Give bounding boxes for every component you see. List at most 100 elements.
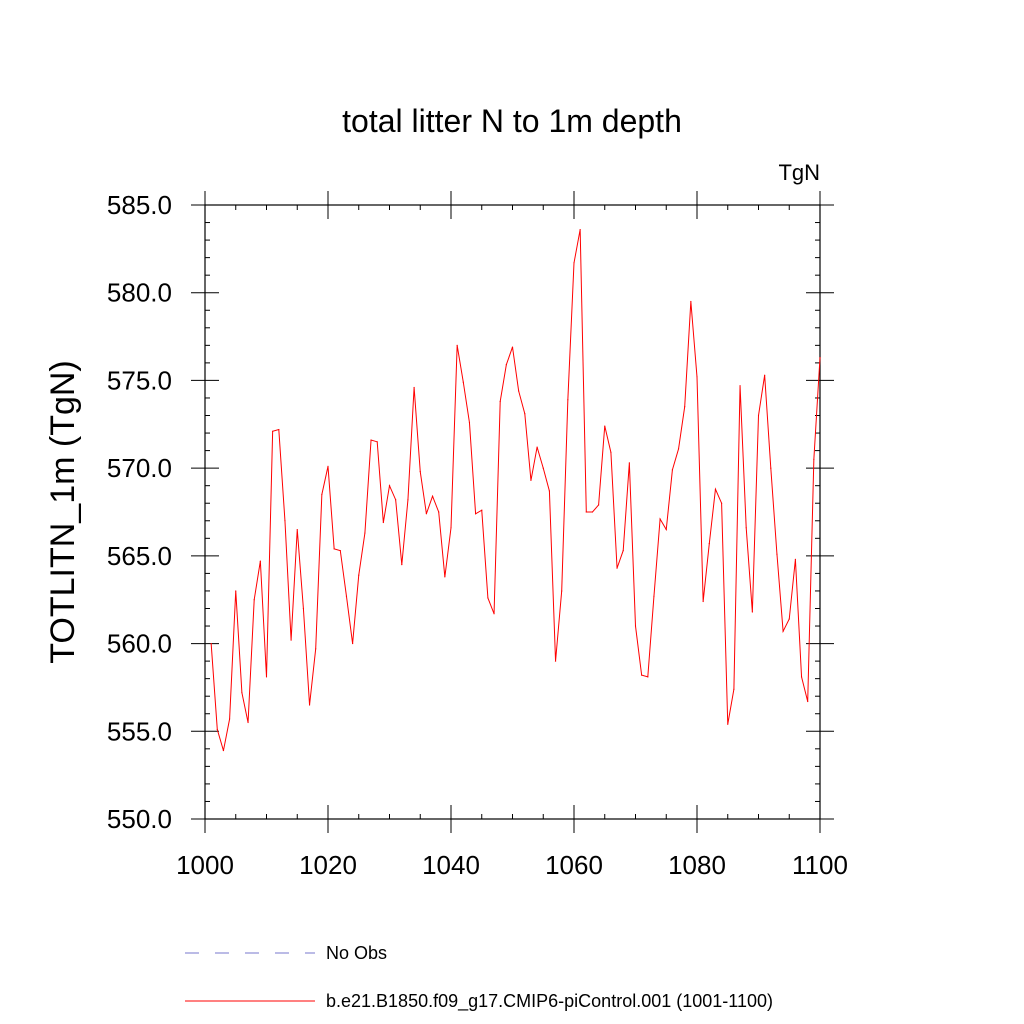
data-point (567, 399, 569, 401)
data-point (634, 625, 637, 627)
data-point (659, 518, 661, 520)
data-point (407, 499, 409, 501)
data-point (462, 381, 464, 383)
data-point (782, 630, 784, 632)
data-point (358, 574, 360, 576)
data-point (690, 300, 692, 303)
x-tick-label: 1000 (176, 850, 234, 880)
x-tick-label: 1040 (422, 850, 480, 880)
data-point (438, 511, 440, 513)
data-point (296, 528, 298, 531)
data-point (548, 490, 551, 492)
data-point (222, 749, 225, 752)
data-point (395, 499, 397, 501)
data-point (739, 385, 741, 387)
data-point (210, 642, 212, 645)
data-point (345, 595, 348, 597)
data-point (554, 660, 557, 662)
legend: No Obs b.e21.B1850.f09_g17.CMIP6-piContr… (185, 943, 773, 1012)
data-point (591, 511, 594, 513)
data-point (518, 390, 520, 392)
data-point (727, 723, 729, 725)
y-tick-label: 585.0 (107, 190, 172, 220)
data-point (259, 560, 261, 562)
y-axis-label: TOTLITN_1m (TgN) (44, 360, 82, 664)
data-point (327, 465, 329, 467)
y-tick-label: 565.0 (107, 541, 172, 571)
data-point (653, 595, 655, 597)
data-point (401, 564, 403, 566)
legend-no-obs-label: No Obs (326, 943, 387, 963)
data-point (339, 549, 341, 552)
data-point (776, 553, 778, 555)
data-point (370, 439, 372, 441)
data-point (677, 448, 680, 450)
data-point (247, 721, 249, 724)
x-tick-label: 1060 (545, 850, 603, 880)
data-point (610, 451, 612, 453)
data-point (684, 406, 686, 408)
data-point (721, 502, 723, 504)
data-point (819, 357, 821, 359)
data-point (308, 704, 311, 706)
data-point (382, 521, 384, 524)
data-point (813, 458, 815, 460)
data-point (647, 676, 649, 678)
data-point (229, 718, 231, 720)
data-point (265, 676, 268, 678)
data-point (671, 469, 674, 471)
data-point (794, 558, 797, 560)
data-point (352, 642, 354, 645)
data-point (475, 513, 477, 515)
data-point (598, 504, 600, 506)
data-point (708, 542, 710, 545)
data-point (493, 613, 495, 615)
data-point (216, 728, 218, 731)
data-point (542, 467, 544, 469)
data-point (290, 639, 292, 641)
x-tick-label: 1100 (792, 850, 848, 880)
y-tick-label: 555.0 (107, 716, 172, 746)
units-label: TgN (778, 160, 820, 185)
data-point (800, 676, 803, 678)
data-point (579, 228, 581, 231)
data-point (764, 374, 766, 376)
data-point (376, 441, 378, 443)
legend-series-label: b.e21.B1850.f09_g17.CMIP6-piControl.001 … (326, 991, 773, 1012)
data-point (788, 618, 790, 620)
data-point (444, 576, 446, 578)
x-tick-label: 1080 (668, 850, 726, 880)
data-point (456, 344, 458, 346)
data-point (315, 648, 317, 650)
data-point (241, 692, 243, 694)
data-point (530, 479, 532, 482)
data-point (505, 364, 507, 366)
data-point (272, 430, 274, 432)
data-point (604, 425, 606, 427)
y-tick-label: 560.0 (107, 629, 172, 659)
data-point (284, 520, 286, 522)
data-point (468, 421, 471, 424)
y-tick-labels: 550.0 555.0 560.0 565.0 570.0 575.0 580.0 585.0 (107, 190, 172, 834)
data-point (364, 532, 366, 534)
data-point (425, 513, 427, 515)
data-point (616, 567, 618, 569)
data-point (388, 485, 391, 487)
data-point (573, 262, 575, 264)
data-point (431, 495, 434, 497)
data-point (733, 688, 735, 690)
x-tick-label: 1020 (299, 850, 357, 880)
data-point (714, 488, 717, 490)
data-point (511, 346, 514, 348)
data-point (419, 471, 421, 473)
data-point (622, 549, 624, 552)
series-points (210, 228, 821, 752)
data-point (770, 467, 772, 469)
data-point (487, 597, 489, 599)
data-point (536, 446, 538, 448)
x-tick-labels: 1000 1020 1040 1060 1080 1100 (176, 850, 848, 880)
y-tick-label: 580.0 (107, 278, 172, 308)
data-point (665, 528, 667, 531)
data-point (278, 428, 280, 431)
